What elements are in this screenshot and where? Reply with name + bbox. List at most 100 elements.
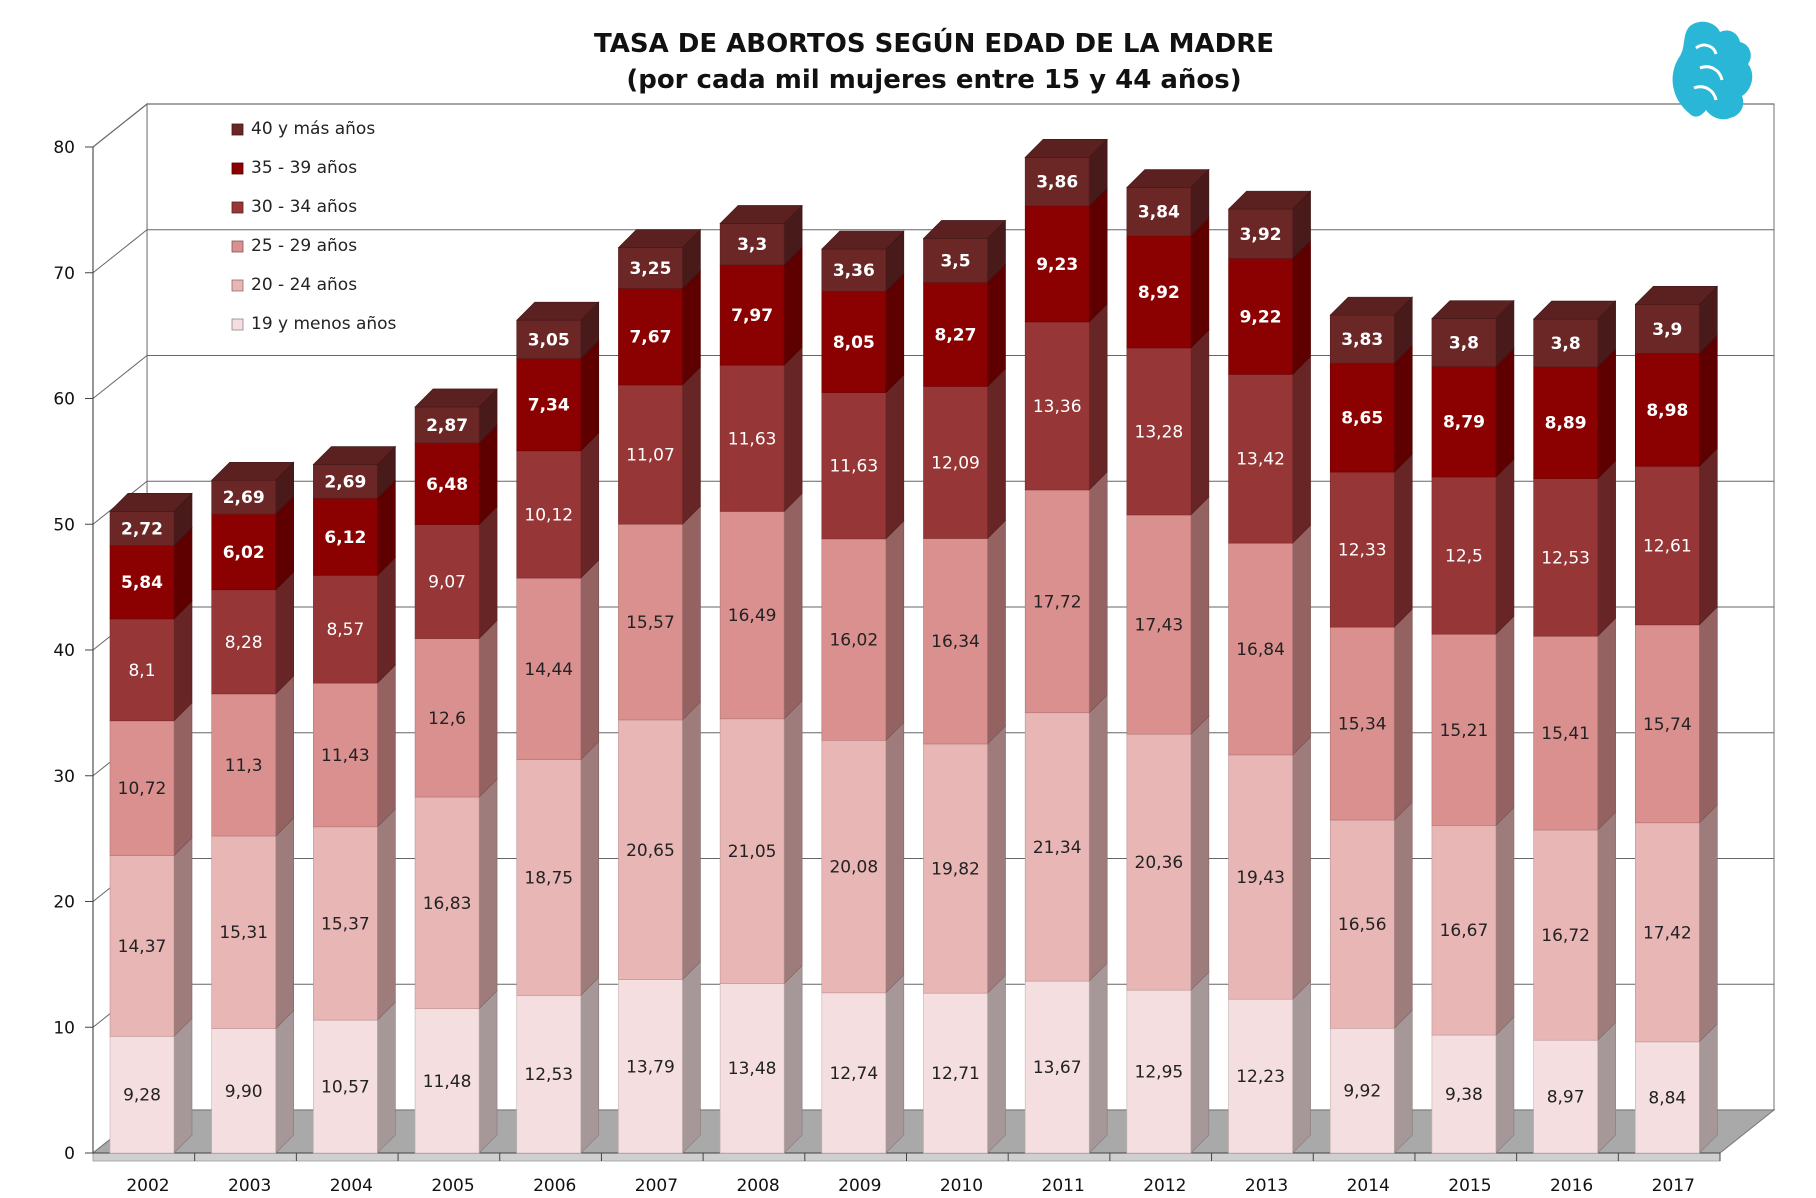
bar-side	[1088, 471, 1108, 714]
bar-segment	[1533, 829, 1598, 1041]
x-tick-label: 2008	[736, 1176, 779, 1196]
bar-segment	[719, 364, 785, 512]
bar-side	[377, 1001, 396, 1154]
bar-side	[1699, 334, 1718, 468]
bar-segment	[923, 386, 988, 539]
griffin-logo-icon	[1672, 21, 1753, 120]
bar-side	[580, 559, 600, 761]
x-tick-label: 2010	[940, 1176, 983, 1196]
bar-segment	[1024, 489, 1090, 714]
data-label: 16,72	[1541, 926, 1590, 946]
bar-side	[783, 246, 803, 366]
data-label: 15,21	[1440, 721, 1489, 741]
gridline-side	[92, 355, 148, 399]
bar-segment	[1024, 321, 1090, 491]
bar-segment	[1228, 998, 1293, 1154]
data-label: 18,75	[524, 869, 573, 889]
bar-top	[821, 230, 905, 250]
data-label: 12,23	[1236, 1067, 1285, 1087]
x-tick-label: 2011	[1042, 1176, 1085, 1196]
data-label: 12,5	[1445, 547, 1483, 567]
bar-side	[1088, 962, 1108, 1154]
x-tick-label: 2009	[838, 1176, 881, 1196]
bar-segment	[1533, 1039, 1598, 1154]
data-label: 12,09	[931, 453, 980, 473]
bar-top	[617, 229, 702, 248]
bar-segment	[211, 693, 276, 837]
data-label: 17,43	[1135, 616, 1184, 636]
bar-top	[1329, 296, 1413, 316]
data-label: 14,44	[524, 660, 573, 680]
data-label: 12,53	[524, 1065, 573, 1085]
data-label: 9,38	[1445, 1085, 1483, 1105]
bar-side	[987, 725, 1006, 994]
data-label: 19,82	[931, 860, 980, 880]
data-label: 17,72	[1033, 592, 1082, 612]
bar-segment	[821, 538, 887, 741]
data-label: 9,90	[225, 1082, 263, 1102]
bar-side	[1292, 355, 1311, 544]
data-label: 12,33	[1338, 541, 1387, 561]
legend-swatch	[231, 201, 244, 214]
bar-segment	[414, 796, 480, 1009]
bar-side	[885, 721, 905, 994]
data-label: 3,9	[1652, 320, 1682, 340]
bar-segment	[313, 682, 378, 828]
bar-stack: 9,38 16,67 15,21 12,5 8,79 3,8	[1431, 299, 1515, 1154]
data-label: 2,72	[121, 519, 163, 539]
bar-segment	[1635, 624, 1700, 824]
data-label: 15,31	[219, 923, 268, 943]
bar-side	[987, 519, 1006, 745]
data-label: 8,05	[833, 333, 875, 353]
bar-side	[1088, 187, 1108, 323]
bar-segment	[414, 638, 480, 798]
bar-side	[1597, 459, 1616, 637]
bar-top	[516, 301, 600, 321]
data-label: 15,34	[1338, 715, 1387, 735]
x-tick-label: 2004	[330, 1176, 373, 1196]
bar-side	[1495, 615, 1515, 827]
bar-segment	[923, 992, 988, 1154]
bar-side	[580, 432, 600, 579]
bar-segment	[1329, 362, 1395, 473]
data-label: 7,34	[528, 396, 570, 416]
data-label: 8,27	[935, 325, 977, 345]
data-label: 16,02	[829, 631, 878, 651]
bar-side	[1088, 303, 1108, 491]
bar-stack: 13,48 21,05 16,49 11,63 7,97 3,3	[719, 204, 803, 1154]
bar-side	[275, 1009, 294, 1154]
bar-segment	[1228, 542, 1293, 756]
data-label: 20,36	[1135, 853, 1184, 873]
bar-segment	[1126, 235, 1192, 349]
bar-stack: 8,97 16,72 15,41 12,53 8,89 3,8	[1532, 300, 1617, 1154]
data-label: 11,63	[728, 429, 777, 449]
bar-side	[885, 520, 905, 742]
bar-side	[1597, 617, 1616, 831]
bar-segment	[211, 835, 276, 1029]
data-label: 9,22	[1240, 307, 1282, 327]
bar-side	[1597, 1021, 1616, 1154]
data-label: 13,28	[1135, 422, 1184, 442]
legend-item: 40 y más años	[231, 119, 375, 139]
bar-segment	[1431, 366, 1497, 478]
bar-segment	[109, 1036, 175, 1154]
data-label: 16,83	[423, 894, 472, 914]
data-label: 8,89	[1545, 414, 1587, 434]
data-label: 11,3	[225, 756, 263, 776]
bar-side	[1292, 524, 1311, 756]
bar-top	[1634, 286, 1719, 305]
chart-subtitle: (por cada mil mujeres entre 15 y 44 años…	[626, 65, 1241, 95]
x-tick-label: 2013	[1245, 1176, 1288, 1196]
bar-segment	[1431, 633, 1497, 826]
data-label: 21,05	[728, 842, 777, 862]
bar-side	[1292, 239, 1311, 376]
gridline-side	[92, 229, 148, 274]
chart-title: TASA DE ABORTOS SEGÚN EDAD DE LA MADRE	[594, 27, 1274, 59]
data-label: 8,1	[128, 661, 155, 681]
bar-segment	[313, 1019, 378, 1154]
bar-side	[1495, 806, 1515, 1036]
bar-segment	[414, 524, 480, 639]
data-label: 8,98	[1646, 401, 1688, 421]
bar-stack: 10,57 15,37 11,43 8,57 6,12 2,69	[312, 445, 397, 1154]
bar-side	[1190, 496, 1210, 735]
